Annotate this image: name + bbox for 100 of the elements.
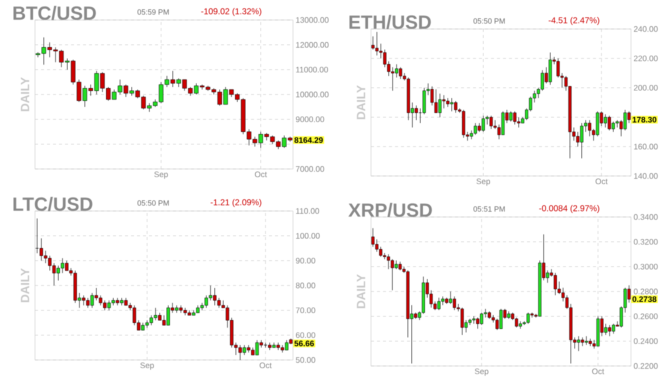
candlestick <box>60 258 64 274</box>
y-tick-label: 200.00 <box>634 84 658 91</box>
candlestick <box>499 308 503 329</box>
candlestick <box>280 344 284 353</box>
candlestick <box>462 110 466 138</box>
candlestick <box>434 89 438 114</box>
x-tick-label: Oct <box>592 368 604 374</box>
y-tick-label: 50.00 <box>296 357 316 363</box>
candlestick <box>580 337 584 346</box>
y-tick-label: 0.3200 <box>634 238 658 245</box>
candlestick <box>375 32 378 56</box>
y-tick-label: 0.2600 <box>634 313 658 320</box>
candlestick <box>577 336 580 352</box>
chart-title: ETH/USD <box>349 14 431 30</box>
chart-title: XRP/USD <box>348 202 432 218</box>
y-tick-label: 7000.00 <box>296 166 324 172</box>
candlestick <box>272 342 276 348</box>
x-tick-label: Sep <box>140 362 154 370</box>
candlestick <box>608 115 611 131</box>
candlestick <box>82 295 86 306</box>
candlestick <box>386 254 390 270</box>
x-tick-label: Oct <box>260 362 272 368</box>
candlestick <box>438 93 442 118</box>
candlestick <box>490 115 493 130</box>
candlestick <box>90 292 94 308</box>
candlestick <box>255 340 259 356</box>
candlestick <box>395 64 398 78</box>
x-tick-label: Sep <box>154 172 168 179</box>
x-tick-label: Oct <box>596 178 608 184</box>
y-tick-label: 0.2400 <box>634 338 658 344</box>
y-tick-label: 240.00 <box>634 26 658 32</box>
candlestick <box>371 228 375 248</box>
text: 56.66 <box>294 340 314 346</box>
y-tick-label: 110.00 <box>296 208 320 214</box>
candlestick <box>513 111 516 125</box>
candlestick <box>580 122 584 159</box>
candlestick <box>540 70 544 91</box>
candlestick <box>448 291 452 304</box>
candlestick <box>514 317 518 328</box>
candlestick <box>548 52 552 86</box>
candlestick <box>612 121 615 132</box>
y-tick-label: 90.00 <box>296 258 316 264</box>
candlestick <box>242 344 246 356</box>
candlestick <box>414 105 418 120</box>
candlestick <box>517 116 520 128</box>
y-tick-label: 0.3400 <box>634 214 658 220</box>
candlestick <box>238 344 242 360</box>
candlestick <box>450 98 454 112</box>
candlestick <box>422 88 426 114</box>
candlestick <box>474 122 477 136</box>
y-tick-label: 9000.00 <box>296 116 324 122</box>
candlestick <box>284 340 288 350</box>
y-tick-label: 13000.00 <box>296 17 329 23</box>
candlestick <box>501 111 505 136</box>
y-tick-label: 12000.00 <box>296 42 329 48</box>
text: 8164.29 <box>294 137 323 143</box>
candlestick <box>612 324 616 334</box>
y-tick-label: 140.00 <box>634 173 658 179</box>
candlestick <box>509 111 512 122</box>
text: -109.02 (1.32%) <box>201 8 262 16</box>
y-tick-label: 11000.00 <box>296 66 328 72</box>
y-tick-label: 0.2800 <box>634 288 658 294</box>
x-tick-label: Sep <box>474 368 488 376</box>
y-tick-label: 160.00 <box>634 144 658 150</box>
candlestick <box>454 100 458 114</box>
candlestick <box>588 120 592 137</box>
candlestick <box>437 297 440 310</box>
text: -1.21 (2.09%) <box>210 199 262 207</box>
candlestick <box>480 312 484 326</box>
y-tick-label: 220.00 <box>634 56 658 62</box>
candlestick <box>554 272 557 296</box>
chart-title: BTC/USD <box>13 6 96 20</box>
candlestick <box>86 298 90 308</box>
y-tick-label: 100.00 <box>296 233 320 239</box>
y-tick-label: 80.00 <box>296 282 316 288</box>
candlestick <box>596 111 600 137</box>
candlestick <box>391 66 394 91</box>
candlestick <box>217 298 221 308</box>
y-tick-label: 70.00 <box>296 307 316 314</box>
candlestick <box>371 36 375 50</box>
candlestick <box>526 312 530 324</box>
candlestick <box>44 250 48 264</box>
y-tick-label: 60.00 <box>296 332 316 338</box>
candlestick <box>460 307 464 336</box>
chart-title: LTC/USD <box>13 196 92 212</box>
x-tick-label: Sep <box>476 178 490 186</box>
candlestick <box>40 238 44 261</box>
x-tick-label: Oct <box>254 172 267 178</box>
candlestick <box>379 246 382 257</box>
candlestick <box>442 94 446 109</box>
text: -4.51 (2.47%) <box>548 17 600 25</box>
candlestick <box>154 308 158 321</box>
text: 0.2738 <box>632 296 656 302</box>
candlestick <box>476 317 480 329</box>
candlestick <box>98 295 102 306</box>
y-tick-label: 0.2200 <box>634 363 658 369</box>
candlestick <box>482 115 485 132</box>
candlestick <box>452 296 456 310</box>
candlestick <box>608 324 612 336</box>
candlestick <box>398 66 402 80</box>
